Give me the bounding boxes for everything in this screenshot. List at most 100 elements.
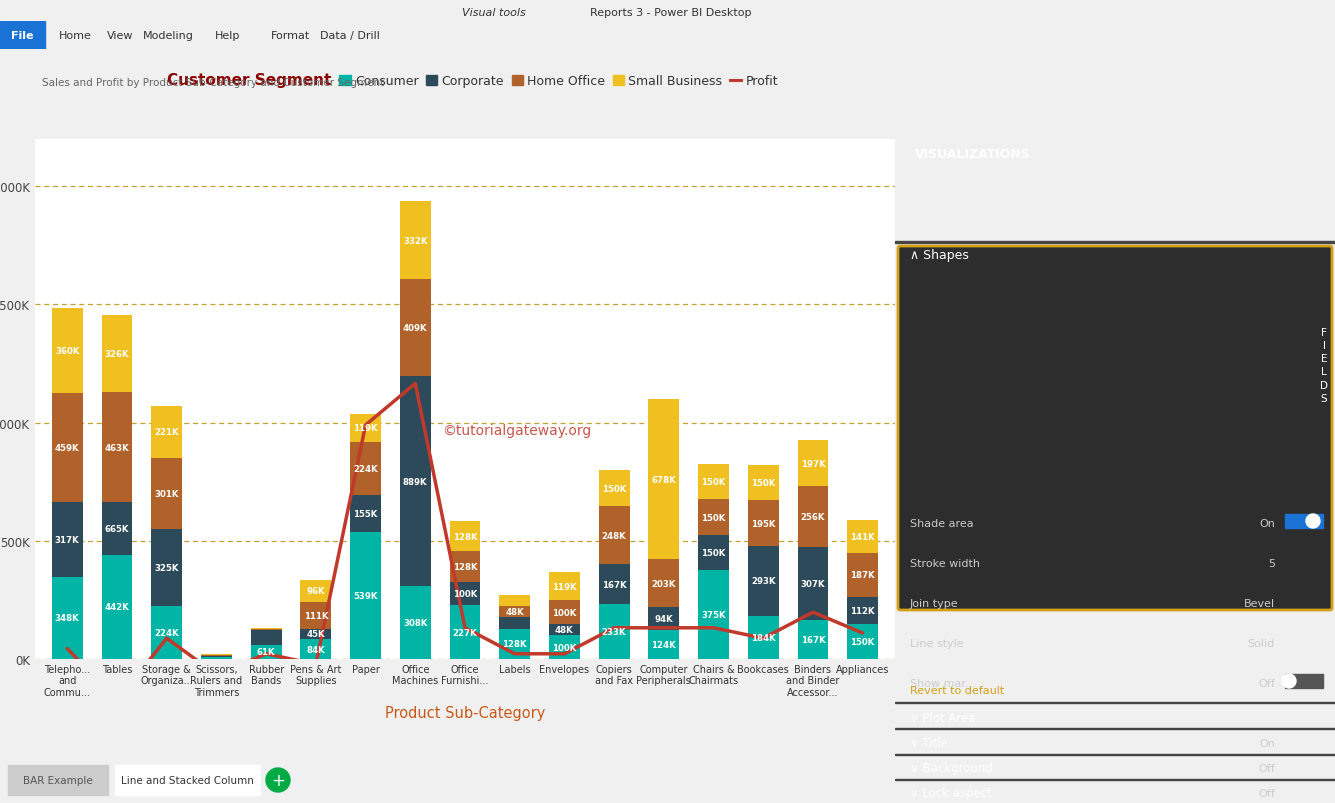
Bar <box>450 582 481 605</box>
Bar <box>797 487 829 548</box>
Text: 326K: 326K <box>104 350 129 359</box>
Bar <box>894 728 1335 729</box>
Bar <box>350 495 380 532</box>
Text: ∨ Lock aspect: ∨ Lock aspect <box>910 786 992 800</box>
Bar <box>549 573 579 601</box>
Bar <box>499 606 530 618</box>
Text: 48K: 48K <box>506 608 525 617</box>
Text: 45K: 45K <box>307 630 326 638</box>
Text: 187K: 187K <box>850 571 874 580</box>
Bar <box>848 520 878 553</box>
Text: 197K: 197K <box>801 459 825 468</box>
Text: 150K: 150K <box>850 637 874 646</box>
Text: 459K: 459K <box>55 443 80 453</box>
Text: 317K: 317K <box>55 535 80 544</box>
Bar <box>499 595 530 606</box>
Circle shape <box>1282 675 1296 688</box>
Text: 442K: 442K <box>104 602 129 612</box>
Bar <box>698 499 729 536</box>
Bar <box>300 580 331 602</box>
Bar <box>251 630 282 645</box>
Bar <box>748 616 778 659</box>
Legend: Customer Segment, Consumer, Corporate, Home Office, Small Business, Profit: Customer Segment, Consumer, Corporate, H… <box>152 73 778 88</box>
Bar <box>350 442 380 495</box>
Bar <box>202 656 232 658</box>
Text: Shade area: Shade area <box>910 519 973 528</box>
Text: 539K: 539K <box>354 591 378 600</box>
Text: File: File <box>11 31 33 41</box>
Bar <box>649 560 680 608</box>
Bar <box>202 658 232 659</box>
Text: 96K: 96K <box>307 587 326 596</box>
Text: 111K: 111K <box>303 611 328 620</box>
Text: On: On <box>1259 519 1275 528</box>
Text: Sales and Profit by Product Sub-Category and Customer Segment: Sales and Profit by Product Sub-Category… <box>41 78 384 88</box>
Bar <box>649 630 680 659</box>
Bar <box>400 586 431 659</box>
Bar <box>848 624 878 659</box>
Text: 100K: 100K <box>453 589 477 598</box>
Text: 348K: 348K <box>55 613 80 622</box>
Text: Modeling: Modeling <box>143 31 194 41</box>
Text: 308K: 308K <box>403 618 427 627</box>
Bar <box>151 459 182 529</box>
Bar <box>698 536 729 571</box>
Text: +: + <box>271 771 284 789</box>
Bar <box>748 547 778 616</box>
Text: VISUALIZATIONS: VISUALIZATIONS <box>914 147 1031 161</box>
Circle shape <box>1306 515 1320 528</box>
Bar <box>300 629 331 639</box>
Text: 128K: 128K <box>453 562 478 572</box>
Text: Solid: Solid <box>1248 638 1275 648</box>
Text: ∨ Title: ∨ Title <box>910 736 948 749</box>
Bar <box>101 393 132 502</box>
Text: Line style: Line style <box>910 638 964 648</box>
Bar <box>52 502 83 577</box>
Text: 155K: 155K <box>354 509 378 518</box>
Bar <box>450 552 481 582</box>
Bar <box>101 316 132 393</box>
Bar <box>698 571 729 659</box>
Text: On: On <box>1259 738 1275 748</box>
Text: 124K: 124K <box>651 640 677 649</box>
Bar <box>151 529 182 606</box>
Text: ∧ Shapes: ∧ Shapes <box>910 249 969 262</box>
Text: 150K: 150K <box>701 513 726 522</box>
Text: 224K: 224K <box>354 464 378 474</box>
Text: 203K: 203K <box>651 579 676 589</box>
Bar <box>797 440 829 487</box>
Text: 248K: 248K <box>602 531 626 540</box>
Text: ∨ Plot Area: ∨ Plot Area <box>910 711 976 724</box>
Bar <box>499 618 530 629</box>
Text: Bevel: Bevel <box>1244 598 1275 608</box>
Text: Reports 3 - Power BI Desktop: Reports 3 - Power BI Desktop <box>583 8 752 18</box>
Bar <box>101 555 132 659</box>
Text: 221K: 221K <box>155 428 179 437</box>
Text: F
I
E
L
D
S: F I E L D S <box>1320 328 1328 403</box>
Bar <box>894 779 1335 780</box>
Bar <box>848 553 878 597</box>
Text: 375K: 375K <box>701 610 726 619</box>
Text: 307K: 307K <box>801 579 825 588</box>
Bar <box>894 754 1335 755</box>
Bar <box>350 532 380 659</box>
FancyBboxPatch shape <box>898 247 1332 610</box>
Bar <box>848 597 878 624</box>
Text: View: View <box>107 31 134 41</box>
Text: 167K: 167K <box>602 580 626 589</box>
Text: Line and Stacked Column: Line and Stacked Column <box>120 775 254 785</box>
Text: 94K: 94K <box>654 614 673 623</box>
Bar <box>598 506 630 565</box>
Bar <box>115 765 260 795</box>
Text: ©tutorialgateway.org: ©tutorialgateway.org <box>442 424 591 438</box>
Bar <box>202 654 232 655</box>
Text: 256K: 256K <box>801 512 825 522</box>
Text: Stroke width: Stroke width <box>910 558 980 569</box>
Text: 332K: 332K <box>403 236 427 246</box>
Bar <box>649 608 680 630</box>
Text: Join type: Join type <box>910 598 959 608</box>
Bar <box>797 548 829 620</box>
Bar <box>1286 515 1323 528</box>
Text: 301K: 301K <box>155 490 179 499</box>
Text: Off: Off <box>1259 763 1275 773</box>
